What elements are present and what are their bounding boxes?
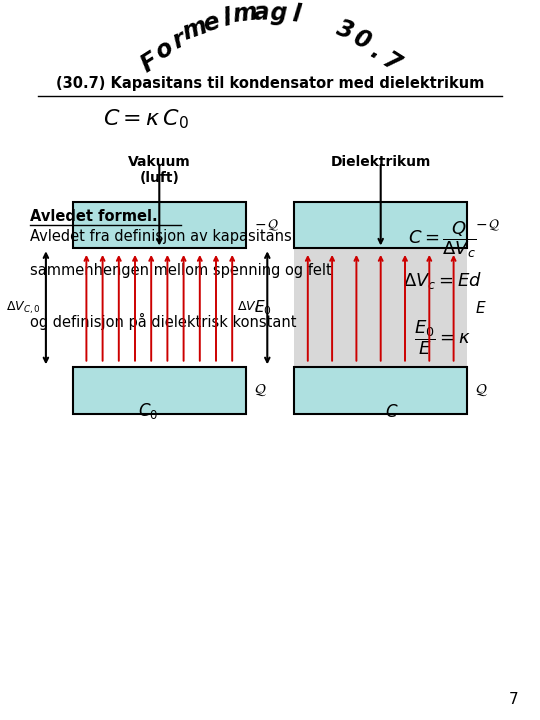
Text: Avledet fra definisjon av kapasitans,: Avledet fra definisjon av kapasitans, (30, 229, 296, 244)
Text: o: o (151, 36, 177, 65)
Text: $\mathcal{Q}$: $\mathcal{Q}$ (475, 383, 488, 398)
Text: Avledet formel.: Avledet formel. (30, 209, 157, 224)
Text: (30.7) Kapasitans til kondensator med dielektrikum: (30.7) Kapasitans til kondensator med di… (56, 76, 484, 91)
Text: $\Delta V_c = Ed$: $\Delta V_c = Ed$ (403, 270, 482, 291)
Text: sammenhengen mellom spenning og felt: sammenhengen mellom spenning og felt (30, 263, 332, 278)
Text: 7: 7 (377, 48, 404, 78)
Text: $C_0$: $C_0$ (138, 401, 159, 421)
Bar (294, 248, 467, 367)
Text: $E_0$: $E_0$ (254, 299, 272, 317)
Text: $E$: $E$ (475, 300, 487, 316)
Text: g: g (269, 1, 287, 25)
Text: Vakuum
(luft): Vakuum (luft) (128, 155, 191, 185)
Text: a: a (253, 1, 270, 25)
Bar (73, 367, 246, 414)
Text: r: r (168, 27, 189, 54)
Text: Dielektrikum: Dielektrikum (330, 155, 431, 168)
Text: .: . (367, 40, 386, 65)
Text: $\mathcal{Q}$: $\mathcal{Q}$ (254, 383, 267, 398)
Text: 3: 3 (334, 17, 357, 45)
Text: 0: 0 (349, 25, 374, 54)
Text: $-\,\mathcal{Q}$: $-\,\mathcal{Q}$ (254, 217, 280, 233)
Text: $\dfrac{E_0}{E} = \kappa$: $\dfrac{E_0}{E} = \kappa$ (414, 318, 471, 357)
Bar (294, 202, 467, 248)
Text: $C = \dfrac{Q}{\Delta V_c}$: $C = \dfrac{Q}{\Delta V_c}$ (408, 220, 477, 260)
Text: m: m (179, 14, 210, 45)
Bar (294, 367, 467, 414)
Text: $-\,\mathcal{Q}$: $-\,\mathcal{Q}$ (475, 217, 501, 233)
Text: l: l (221, 6, 234, 31)
Text: m: m (231, 1, 258, 27)
Text: e: e (200, 9, 221, 37)
Text: $\Delta V_C$: $\Delta V_C$ (237, 300, 262, 315)
Bar (73, 202, 246, 248)
Text: F: F (136, 48, 163, 78)
Text: $\Delta V_{C,0}$: $\Delta V_{C,0}$ (6, 300, 40, 316)
Text: $C = \kappa\, C_0$: $C = \kappa\, C_0$ (103, 107, 188, 130)
Text: 7: 7 (509, 692, 518, 707)
Text: l: l (291, 3, 301, 27)
Text: $C$: $C$ (384, 404, 399, 421)
Text: og definisjon på dielektrisk konstant: og definisjon på dielektrisk konstant (30, 313, 296, 330)
